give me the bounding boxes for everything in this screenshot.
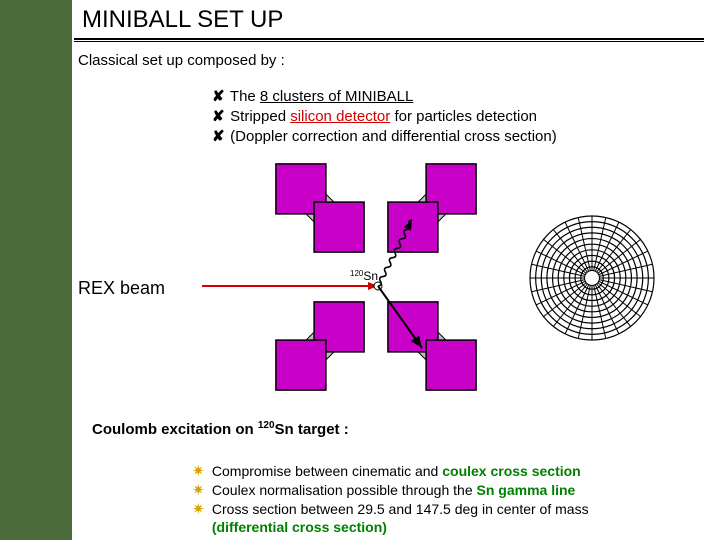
- silicon-detector-link: silicon detector: [290, 108, 390, 125]
- coulomb-title-pre: Coulomb excitation on: [92, 421, 258, 438]
- svg-text:120Sn: 120Sn: [350, 269, 378, 283]
- bullet-text: Coulex normalisation possible through th…: [212, 482, 477, 498]
- list-item: ✘ The 8 clusters of MINIBALL: [212, 87, 557, 105]
- coulomb-title-post: target :: [294, 421, 349, 438]
- bullet-text: Cross section between 29.5 and 147.5 deg…: [212, 501, 589, 517]
- x-bullet-icon: ✘: [212, 87, 226, 105]
- miniball-link: 8 clusters of MINIBALL: [260, 88, 413, 105]
- intro-text: Classical set up composed by :: [78, 52, 285, 69]
- title-rule-thin: [74, 41, 704, 42]
- slide-content: MINIBALL SET UP Classical set up compose…: [72, 0, 720, 540]
- isotope-element: Sn: [275, 421, 294, 438]
- isotope-mass: 120: [258, 420, 275, 431]
- star-bullet-icon: ✷: [192, 481, 208, 499]
- highlight-text: Sn gamma line: [477, 482, 576, 498]
- highlight-text: (differential cross section): [212, 519, 387, 535]
- x-bullet-icon: ✘: [212, 107, 226, 125]
- list-item: ✘ Stripped silicon detector for particle…: [212, 107, 557, 125]
- list-item: ✷ Cross section between 29.5 and 147.5 d…: [192, 500, 589, 518]
- bullet-text: Compromise between cinematic and: [212, 463, 442, 479]
- list-item: ✘ (Doppler correction and differential c…: [212, 127, 557, 145]
- coulomb-title: Coulomb excitation on 120Sn target :: [92, 420, 349, 438]
- title-rule: [74, 38, 704, 40]
- bullet-text: (Doppler correction and differential cro…: [230, 128, 557, 145]
- rex-beam-label: REX beam: [78, 278, 165, 299]
- highlight-text: coulex cross section: [442, 463, 581, 479]
- bullet-text: The: [230, 88, 260, 105]
- star-bullet-icon: ✷: [192, 462, 208, 480]
- bullet-text: Stripped: [230, 108, 290, 125]
- x-bullet-icon: ✘: [212, 127, 226, 145]
- setup-bullet-list: ✘ The 8 clusters of MINIBALL ✘ Stripped …: [172, 87, 557, 147]
- left-accent-bar: [0, 0, 72, 540]
- list-item: (differential cross section): [192, 519, 589, 535]
- list-item: ✷ Compromise between cinematic and coule…: [192, 462, 589, 480]
- page-title: MINIBALL SET UP: [82, 6, 283, 34]
- bullet-text: for particles detection: [390, 108, 537, 125]
- coulomb-bullet-list: ✷ Compromise between cinematic and coule…: [152, 462, 589, 536]
- list-item: ✷ Coulex normalisation possible through …: [192, 481, 589, 499]
- setup-diagram: 120Sn: [202, 150, 662, 402]
- star-bullet-icon: ✷: [192, 500, 208, 518]
